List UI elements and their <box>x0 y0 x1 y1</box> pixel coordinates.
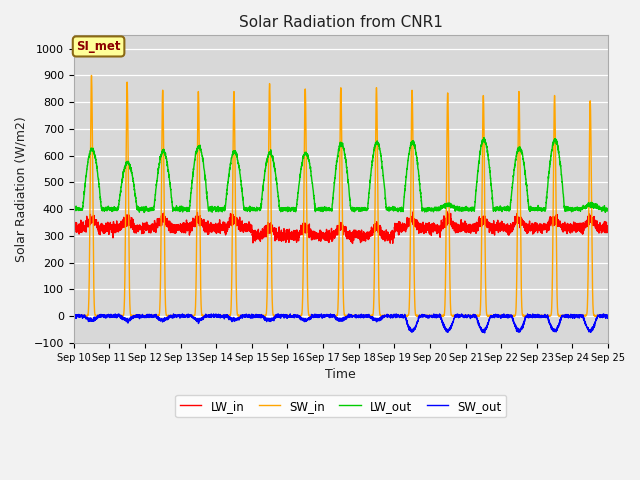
SW_out <box>111 311 119 317</box>
LW_out <box>166 181 173 187</box>
LW_in <box>604 224 612 230</box>
SW_out <box>604 314 611 320</box>
LW_in <box>70 223 77 228</box>
LW_out <box>461 205 468 211</box>
LW_out <box>70 206 77 212</box>
SW_in <box>461 312 468 318</box>
LW_in <box>349 240 356 246</box>
LW_in <box>444 209 451 215</box>
SW_out <box>604 313 612 319</box>
LW_in <box>604 225 611 230</box>
LW_out <box>140 210 148 216</box>
LW_out <box>431 207 439 213</box>
Line: SW_in: SW_in <box>74 75 608 316</box>
Y-axis label: Solar Radiation (W/m2): Solar Radiation (W/m2) <box>15 116 28 262</box>
SW_in <box>431 312 439 318</box>
SW_in <box>166 313 173 319</box>
SW_out <box>431 314 439 320</box>
SW_in <box>604 313 611 319</box>
LW_in <box>461 227 468 233</box>
Line: LW_in: LW_in <box>74 212 608 243</box>
Line: SW_out: SW_out <box>74 314 608 333</box>
LW_in <box>321 234 328 240</box>
SW_out <box>321 314 329 320</box>
Line: LW_out: LW_out <box>74 138 608 213</box>
SW_out <box>461 313 468 319</box>
SW_in <box>88 72 95 78</box>
SW_out <box>481 330 488 336</box>
SW_in <box>491 313 499 319</box>
SW_out <box>491 314 499 320</box>
Legend: LW_in, SW_in, LW_out, SW_out: LW_in, SW_in, LW_out, SW_out <box>175 395 506 417</box>
X-axis label: Time: Time <box>326 368 356 381</box>
SW_out <box>166 314 173 320</box>
SW_in <box>99 313 107 319</box>
LW_out <box>604 206 611 212</box>
SW_in <box>604 313 612 319</box>
SW_in <box>321 313 329 319</box>
Text: SI_met: SI_met <box>76 40 121 53</box>
SW_out <box>70 313 77 319</box>
LW_in <box>491 224 499 229</box>
SW_in <box>70 312 77 318</box>
LW_in <box>431 228 439 233</box>
LW_out <box>604 206 612 212</box>
LW_out <box>321 205 329 211</box>
LW_in <box>166 218 173 224</box>
LW_out <box>491 206 499 212</box>
Title: Solar Radiation from CNR1: Solar Radiation from CNR1 <box>239 15 443 30</box>
LW_out <box>480 135 488 141</box>
